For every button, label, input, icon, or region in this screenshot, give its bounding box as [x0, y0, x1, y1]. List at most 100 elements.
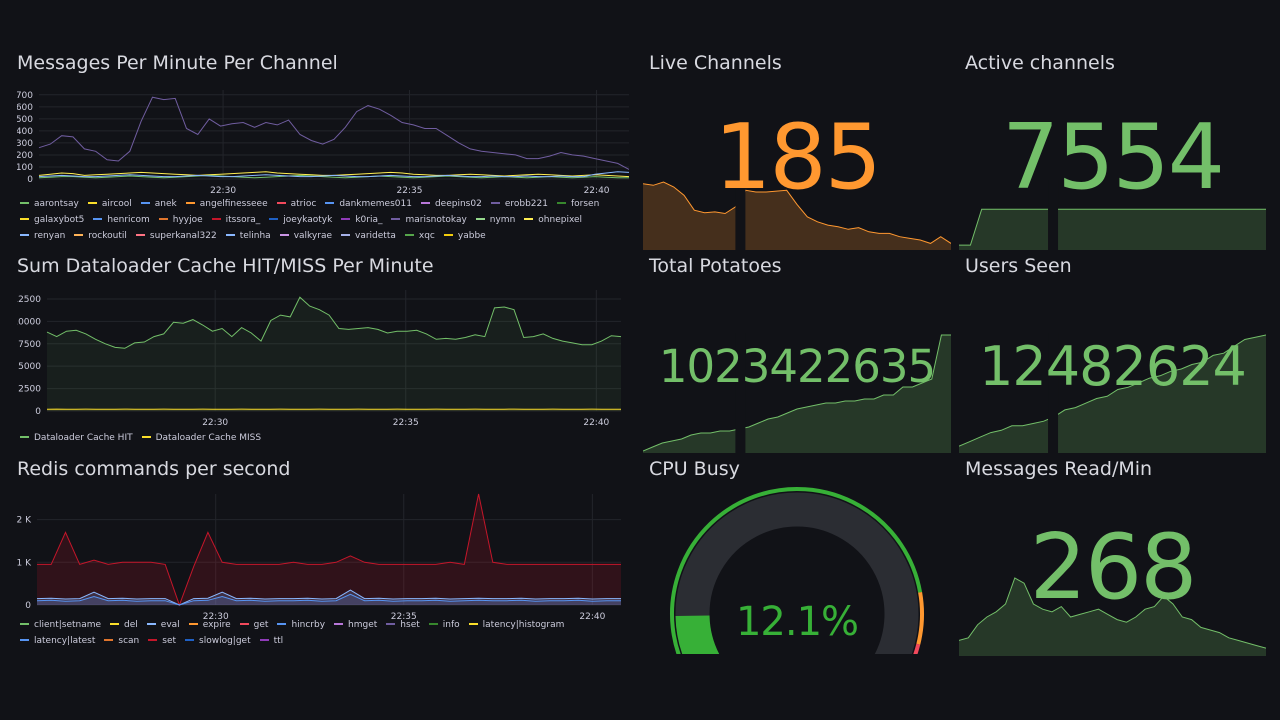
- legend-swatch: [259, 638, 269, 641]
- panel-title[interactable]: Sum Dataloader Cache HIT/MISS Per Minute: [17, 255, 434, 277]
- legend-item[interactable]: Dataloader Cache HIT: [20, 430, 133, 446]
- legend-item[interactable]: hmget: [334, 617, 377, 633]
- legend-label: ohnepixel: [538, 215, 583, 225]
- cache-line-chart[interactable]: 0 2500 5000 7500 10000 12500 22:30 22:35 22:40: [17, 285, 629, 435]
- legend-item[interactable]: hincrby: [277, 617, 325, 633]
- series-line-hincrby: [36, 593, 621, 606]
- legend-item[interactable]: atrioc: [276, 196, 316, 212]
- legend-label: erobb221: [504, 199, 548, 209]
- legend-swatch: [404, 233, 414, 236]
- legend-item[interactable]: Dataloader Cache MISS: [141, 430, 261, 446]
- legend-item[interactable]: galaxybot5: [20, 212, 84, 228]
- panel-title[interactable]: Active channels: [965, 52, 1115, 74]
- legend-label: hincrby: [291, 620, 326, 630]
- legend-item[interactable]: telinha: [225, 228, 271, 244]
- legend-swatch: [239, 622, 249, 625]
- x-tick-label: 22:35: [393, 418, 419, 428]
- legend-swatch: [158, 217, 168, 220]
- legend-label: rockoutil: [88, 231, 127, 241]
- legend-item[interactable]: xqc: [404, 228, 435, 244]
- legend-label: joeykaotyk: [283, 215, 333, 225]
- y-tick-label: 2 K: [17, 516, 32, 526]
- legend-item[interactable]: henricom: [93, 212, 150, 228]
- legend-item[interactable]: aircool: [87, 196, 132, 212]
- legend-swatch: [148, 638, 158, 641]
- sparkline-area: [959, 335, 1266, 453]
- legend-item[interactable]: yabbe: [443, 228, 486, 244]
- legend-item[interactable]: aarontsay: [20, 196, 79, 212]
- legend-item[interactable]: marisnotokay: [391, 212, 467, 228]
- active-channels-value: 7554: [1001, 105, 1225, 210]
- legend-item[interactable]: slowlog|get: [185, 633, 251, 649]
- legend-item[interactable]: eval: [146, 617, 180, 633]
- legend-label: k0ria_: [355, 215, 383, 225]
- legend-item[interactable]: expire: [188, 617, 231, 633]
- active-channels-sparkline: [959, 180, 1266, 250]
- legend-item[interactable]: latency|histogram: [468, 617, 564, 633]
- legend-item[interactable]: rockoutil: [74, 228, 127, 244]
- legend-swatch: [20, 435, 29, 438]
- legend-swatch: [325, 201, 335, 204]
- total-potatoes-sparkline: [643, 333, 951, 453]
- legend-item[interactable]: scan: [104, 633, 139, 649]
- legend-item[interactable]: nymn: [475, 212, 515, 228]
- legend-item[interactable]: client|setname: [20, 617, 101, 633]
- legend-item[interactable]: del: [110, 617, 138, 633]
- y-tick-label: 0: [25, 601, 31, 611]
- legend-item[interactable]: latency|latest: [20, 633, 95, 649]
- legend-swatch: [74, 233, 84, 236]
- legend-swatch: [468, 622, 478, 625]
- users-seen-sparkline: [959, 333, 1266, 453]
- panel-title[interactable]: Messages Per Minute Per Channel: [17, 52, 338, 74]
- sparkline-line: [959, 334, 1266, 447]
- legend-item[interactable]: get: [239, 617, 268, 633]
- legend-item[interactable]: k0ria_: [341, 212, 382, 228]
- legend-swatch: [20, 638, 29, 641]
- legend-item[interactable]: angelfinesseee: [185, 196, 268, 212]
- x-tick-label: 22:30: [203, 612, 229, 622]
- panel-title[interactable]: Messages Read/Min: [965, 458, 1153, 480]
- legend-item[interactable]: anek: [140, 196, 177, 212]
- legend-item[interactable]: ohnepixel: [524, 212, 582, 228]
- legend-item[interactable]: ttl: [259, 633, 283, 649]
- legend-item[interactable]: hyyjoe: [158, 212, 203, 228]
- x-tick-label: 22:30: [210, 186, 236, 196]
- messages-line-chart[interactable]: 0 100 200 300 400 500 600 700 22:30 22:35 22:40: [17, 85, 629, 235]
- legend-item[interactable]: forsen: [556, 196, 599, 212]
- legend-item[interactable]: dankmemes011: [325, 196, 412, 212]
- panel-title[interactable]: CPU Busy: [649, 458, 740, 480]
- legend-swatch: [334, 622, 344, 625]
- legend-label: del: [124, 620, 138, 630]
- legend-item[interactable]: renyan: [20, 228, 65, 244]
- legend-item[interactable]: superkanal322: [135, 228, 217, 244]
- y-tick-label: 500: [17, 115, 33, 125]
- redis-area-chart[interactable]: 0 1 K 2 K 22:30 22:35 22:40: [17, 488, 629, 638]
- panel-title[interactable]: Redis commands per second: [17, 458, 291, 480]
- panel-messages-per-minute: Messages Per Minute Per Channel 0 100 200 3…: [17, 52, 629, 244]
- y-tick-label: 2500: [18, 385, 41, 395]
- legend-item[interactable]: valkyrae: [279, 228, 332, 244]
- series-line-set: [37, 493, 621, 607]
- legend-item[interactable]: varidetta: [341, 228, 396, 244]
- legend-item[interactable]: hset: [386, 617, 420, 633]
- legend-item[interactable]: deepins02: [420, 196, 482, 212]
- panel-active-channels: Active channels 7554: [959, 52, 1266, 250]
- x-tick-label: 22:35: [397, 186, 423, 196]
- legend-swatch: [188, 622, 198, 625]
- sparkline-gap: [735, 333, 746, 453]
- legend-item[interactable]: info: [428, 617, 460, 633]
- legend-swatch: [524, 217, 534, 220]
- panel-title[interactable]: Users Seen: [965, 255, 1072, 277]
- panel-title[interactable]: Total Potatoes: [649, 255, 782, 277]
- legend-item[interactable]: erobb221: [490, 196, 548, 212]
- legend-item[interactable]: itssora_: [211, 212, 260, 228]
- panel-users-seen: Users Seen 12482624: [959, 255, 1266, 453]
- messages-read-sparkline: [959, 577, 1266, 656]
- legend-item[interactable]: set: [148, 633, 176, 649]
- panel-title[interactable]: Live Channels: [649, 52, 782, 74]
- legend-label: varidetta: [355, 231, 396, 241]
- legend-swatch: [443, 233, 453, 236]
- y-tick-label: 200: [17, 151, 33, 161]
- y-tick-label: 1 K: [17, 558, 32, 568]
- legend-item[interactable]: joeykaotyk: [269, 212, 332, 228]
